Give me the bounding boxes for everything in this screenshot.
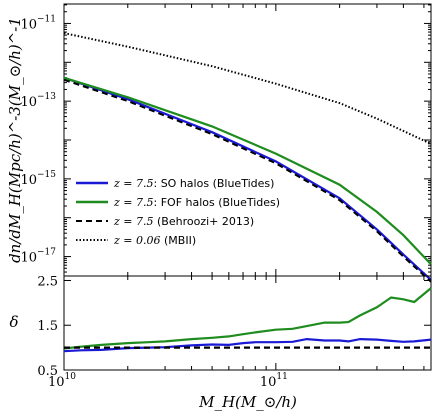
bottom-ticks [63,276,431,371]
x-tick-label: 1011 [260,372,288,390]
x-tick-labels: 1010 1011 [48,372,288,390]
legend-entry: z = 7.5: FOF halos (BlueTides) [113,196,280,209]
y-tick-label: 2.5 [37,274,58,289]
y-tick-label: 10−15 [20,170,56,188]
y-tick-label: 10−13 [20,92,56,110]
legend-entry: z = 0.06 (MBII) [113,234,196,247]
y-tick-label: 0.5 [37,364,58,379]
top-series-line-0 [63,76,432,281]
bottom-panel: 0.5 1.5 2.5 1010 1011 [37,274,432,390]
top-series-lines [63,32,432,283]
top-series-line-2 [63,78,432,283]
legend-entry: z = 7.5 (Behroozi+ 2013) [113,215,254,228]
bottom-frame [63,275,432,371]
top-panel: 10−11 10−13 10−15 10−17 z = 7.5: SO halos (… [20,3,432,283]
bottom-series-lines [63,287,432,353]
bottom-y-axis-label: δ [9,313,18,331]
top-series-line-1 [63,76,432,266]
y-tick-label: 10−11 [20,14,56,32]
top-y-tick-labels: 10−11 10−13 10−15 10−17 [20,14,56,265]
legend: z = 7.5: SO halos (BlueTides) z = 7.5: FO… [76,177,280,247]
y-tick-label: 10−17 [20,248,56,266]
x-axis-label: M_H(M_⊙/h) [198,393,297,411]
top-series-line-3 [63,32,432,145]
x-tick-label: 1010 [48,372,76,390]
y-tick-label: 1.5 [37,319,58,334]
bottom-series-line-1 [63,287,432,350]
bottom-series-line-0 [63,337,432,353]
top-y-axis-label: dn/dM_H(Mpc/h)^-3(M_⊙/h)^-1 [6,17,24,263]
bottom-y-tick-labels: 0.5 1.5 2.5 [37,274,58,379]
legend-entry: z = 7.5: SO halos (BlueTides) [113,177,274,190]
